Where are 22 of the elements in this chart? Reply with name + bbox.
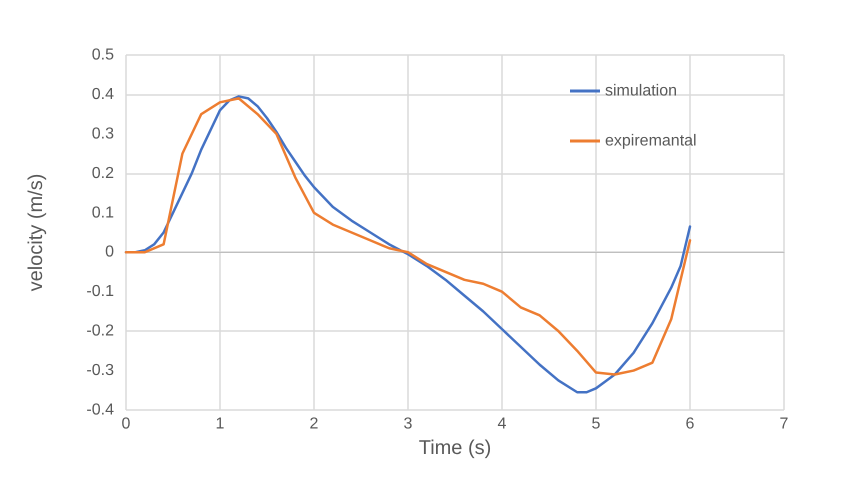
x-tick-label: 5	[592, 416, 601, 432]
x-tick-label: 2	[310, 416, 319, 432]
x-tick-label: 1	[216, 416, 225, 432]
y-tick-label: 0	[105, 244, 114, 261]
legend-label: expiremantal	[605, 132, 697, 150]
y-tick-label: 0.1	[92, 204, 114, 222]
x-tick-label: 3	[404, 416, 413, 432]
y-tick-label: 0.2	[92, 164, 114, 182]
y-tick-label: 0.5	[92, 46, 114, 64]
y-tick-label: -0.3	[86, 362, 114, 380]
y-tick-label: -0.1	[86, 283, 114, 300]
y-axis-title: velocity (m/s)	[25, 174, 47, 292]
y-tick-label: -0.4	[86, 402, 114, 418]
x-tick-label: 7	[780, 416, 789, 432]
x-tick-label: 0	[122, 416, 131, 432]
x-tick-label: 6	[686, 416, 695, 432]
x-axis-title: Time (s)	[418, 437, 492, 459]
y-tick-label: 0.4	[92, 86, 114, 103]
y-tick-label: -0.2	[86, 322, 114, 340]
y-tick-label: 0.3	[92, 125, 114, 142]
legend-label: simulation	[605, 82, 678, 100]
x-tick-label: 4	[498, 416, 507, 432]
